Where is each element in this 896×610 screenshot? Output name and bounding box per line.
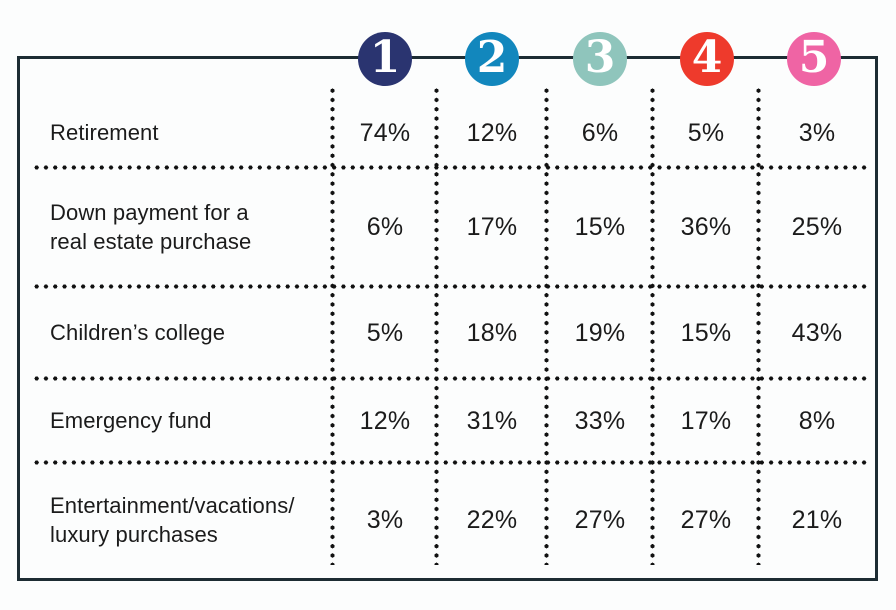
value-cell: 27% xyxy=(574,506,626,534)
row-separator-dotted xyxy=(32,165,869,170)
rank-badge-2: 2 xyxy=(465,32,519,86)
value-cell: 21% xyxy=(791,506,843,534)
rank-badge-1: 1 xyxy=(358,32,412,86)
row-label: Entertainment/vacations/ luxury purchase… xyxy=(50,492,295,547)
value-cell: 17% xyxy=(466,213,518,241)
table-grid: Retirement 74% 12% 6% 5% 3% Down payment… xyxy=(20,59,875,578)
column-separator-dotted xyxy=(544,86,549,565)
row-label: Emergency fund xyxy=(50,407,212,433)
column-separator-dotted xyxy=(756,86,761,565)
value-cell: 8% xyxy=(798,406,836,435)
value-cell: 6% xyxy=(581,118,619,147)
value-cell: 22% xyxy=(466,506,518,534)
rank-badge-3: 3 xyxy=(573,32,627,86)
column-separator-dotted xyxy=(434,86,439,565)
column-separator-dotted xyxy=(330,86,335,565)
table-box: Retirement 74% 12% 6% 5% 3% Down payment… xyxy=(17,56,878,581)
value-cell: 33% xyxy=(574,406,626,435)
value-cell: 74% xyxy=(359,118,411,147)
value-cell: 17% xyxy=(680,406,732,435)
value-cell: 5% xyxy=(366,318,404,347)
value-cell: 15% xyxy=(680,318,732,347)
rank-badge-4: 4 xyxy=(680,32,734,86)
value-cell: 31% xyxy=(466,406,518,435)
value-cell: 6% xyxy=(366,213,404,241)
value-cell: 18% xyxy=(466,318,518,347)
value-cell: 25% xyxy=(791,213,843,241)
row-separator-dotted xyxy=(32,284,869,289)
rank-badge-5: 5 xyxy=(787,32,841,86)
value-cell: 19% xyxy=(574,318,626,347)
value-cell: 43% xyxy=(791,318,843,347)
value-cell: 15% xyxy=(574,213,626,241)
value-cell: 36% xyxy=(680,213,732,241)
value-cell: 3% xyxy=(366,506,404,534)
value-cell: 12% xyxy=(466,118,518,147)
value-cell: 3% xyxy=(798,118,836,147)
column-separator-dotted xyxy=(650,86,655,565)
row-separator-dotted xyxy=(32,376,869,381)
row-separator-dotted xyxy=(32,460,869,465)
row-label: Down payment for a real estate purchase xyxy=(50,199,252,254)
value-cell: 27% xyxy=(680,506,732,534)
row-label: Children’s college xyxy=(50,319,226,345)
row-label: Retirement xyxy=(50,119,159,145)
value-cell: 12% xyxy=(359,406,411,435)
value-cell: 5% xyxy=(687,118,725,147)
